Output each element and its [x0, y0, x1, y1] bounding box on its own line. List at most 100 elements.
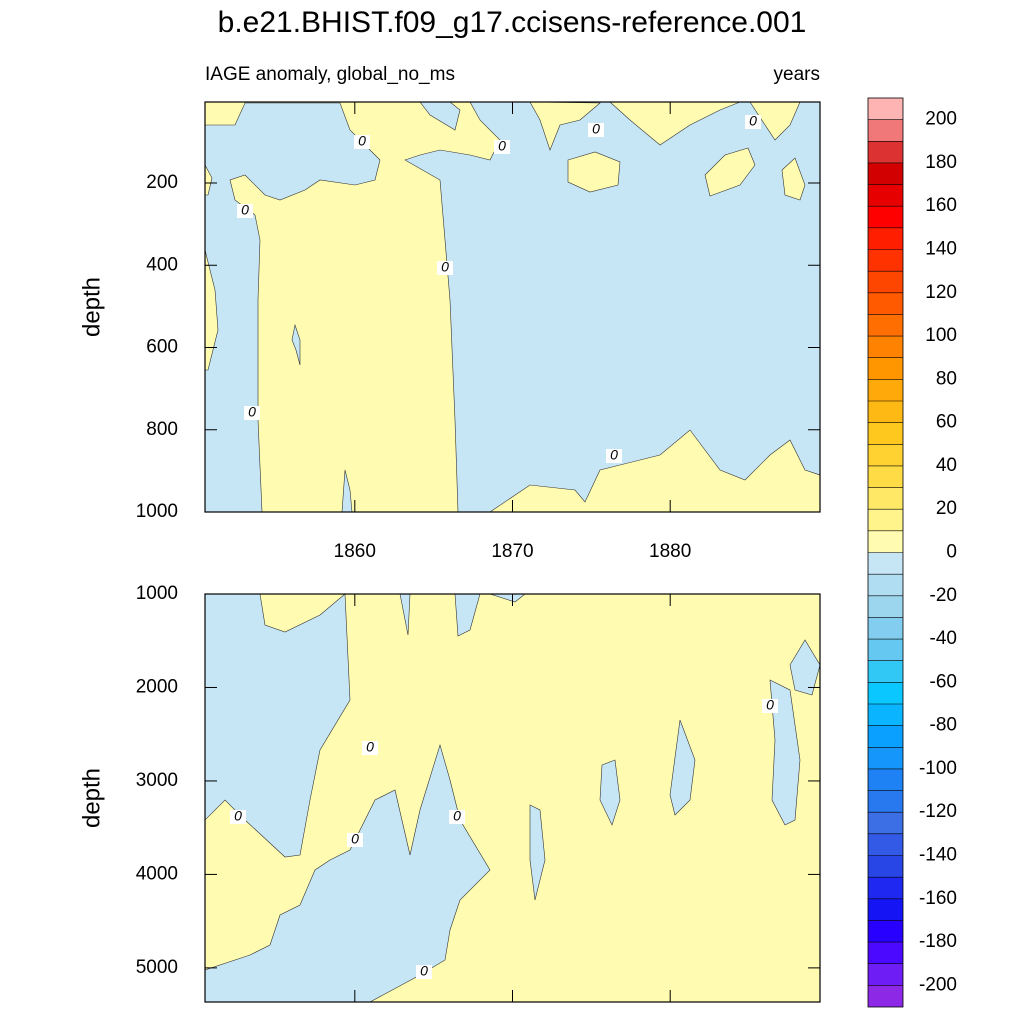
contour-label: 0 [766, 697, 774, 713]
colorbar-tick-label: -80 [930, 715, 957, 736]
colorbar-tick-label: 0 [946, 542, 957, 563]
colorbar-tick-label: 160 [925, 195, 957, 216]
colorbar-swatch [868, 768, 903, 791]
colorbar-swatch [868, 206, 903, 228]
chart-title: b.e21.BHIST.f09_g17.ccisens-reference.00… [218, 6, 807, 39]
colorbar-swatch [868, 98, 903, 120]
negative-region [789, 639, 820, 696]
colorbar-tick-label: -20 [930, 585, 957, 606]
colorbar-tick-label: -140 [919, 845, 957, 866]
negative-region [205, 743, 491, 1002]
y-tick-label: 400 [146, 254, 178, 275]
negative-region [769, 679, 801, 826]
y-axis-label: depth [78, 277, 105, 337]
colorbar-swatch [868, 162, 903, 185]
positive-region [205, 249, 219, 371]
y-tick-label: 3000 [136, 770, 178, 791]
contour-label: 0 [592, 121, 600, 137]
positive-region [609, 102, 741, 146]
colorbar-swatch [868, 249, 903, 272]
colorbar-swatch [868, 141, 903, 163]
colorbar-swatch [868, 379, 903, 401]
contour-label-box [362, 741, 378, 755]
colorbar-swatch [868, 682, 903, 704]
y-tick-label: 4000 [136, 863, 178, 884]
contour-label: 0 [234, 808, 242, 824]
colorbar-swatch [868, 336, 903, 358]
colorbar-tick-label: 40 [936, 455, 957, 476]
colorbar-swatch [868, 509, 903, 531]
negative-region [529, 804, 546, 901]
contour-label-box [416, 965, 432, 979]
colorbar-tick-label: 100 [925, 325, 957, 346]
colorbar-swatch [868, 184, 903, 207]
colorbar-swatch [868, 401, 903, 423]
colorbar-swatch [868, 985, 903, 1007]
colorbar-swatch [868, 357, 903, 380]
colorbar-swatch [868, 877, 903, 899]
positive-region [205, 164, 213, 196]
colorbar-tick-label: 180 [925, 152, 957, 173]
colorbar-swatch [868, 812, 903, 834]
contour-label-box [606, 449, 622, 463]
colorbar-swatch [868, 227, 903, 250]
contour-label-box [354, 135, 370, 149]
y-tick-label: 5000 [136, 957, 178, 978]
contour-label-box [449, 810, 465, 824]
colorbar-swatch [868, 530, 903, 553]
y-tick-label: 1000 [136, 583, 178, 604]
contour-label: 0 [749, 113, 757, 129]
colorbar-swatch [868, 422, 903, 445]
colorbar-swatch [868, 660, 903, 683]
positive-region [781, 157, 806, 201]
contour-label: 0 [420, 963, 428, 979]
colorbar-swatch [868, 444, 903, 466]
contour-label: 0 [498, 138, 506, 154]
y-tick-label: 1000 [136, 501, 178, 522]
contour-label: 0 [358, 133, 366, 149]
colorbar-swatch [868, 271, 903, 293]
x-tick-label: 1880 [649, 541, 691, 562]
contour-label: 0 [241, 202, 249, 218]
colorbar-swatch [868, 292, 903, 315]
subtitle-left: IAGE anomaly, global_no_ms [205, 64, 455, 85]
colorbar-swatch [868, 465, 903, 488]
colorbar-swatch [868, 552, 903, 575]
negative-region [341, 469, 353, 512]
colorbar-swatch [868, 704, 903, 726]
x-tick-label: 1870 [491, 541, 533, 562]
contour-label-box [244, 406, 260, 420]
colorbar-swatch [868, 487, 903, 510]
contour-label-box [347, 833, 363, 847]
contour-label-box [494, 140, 510, 154]
negative-region [291, 323, 301, 366]
contour-label-box [237, 204, 253, 218]
colorbar-swatch [868, 920, 903, 943]
contour-label: 0 [351, 831, 359, 847]
positive-region [529, 102, 601, 151]
colorbar-swatch [868, 119, 903, 142]
negative-region [489, 594, 526, 603]
colorbar-swatch [868, 898, 903, 921]
contour-label: 0 [610, 447, 618, 463]
colorbar-tick-label: -40 [930, 628, 957, 649]
colorbar-swatch [868, 574, 903, 596]
colorbar-tick-label: -180 [919, 931, 957, 952]
contour-label-box [762, 699, 778, 713]
colorbar-tick-label: 20 [936, 498, 957, 519]
positive-region [567, 151, 621, 193]
colorbar-swatch [868, 790, 903, 813]
negative-region [669, 719, 696, 816]
colorbar-swatch [868, 314, 903, 337]
colorbar-swatch [868, 942, 903, 964]
contour-label-box [745, 115, 761, 129]
y-tick-label: 200 [146, 172, 178, 193]
contour-label: 0 [441, 259, 449, 275]
colorbar-swatch [868, 963, 903, 986]
colorbar-swatch [868, 725, 903, 748]
colorbar-tick-label: 60 [936, 412, 957, 433]
subtitle-right: years [774, 64, 820, 85]
colorbar-swatch [868, 833, 903, 856]
colorbar-swatch [868, 639, 903, 661]
colorbar-tick-label: -120 [919, 801, 957, 822]
